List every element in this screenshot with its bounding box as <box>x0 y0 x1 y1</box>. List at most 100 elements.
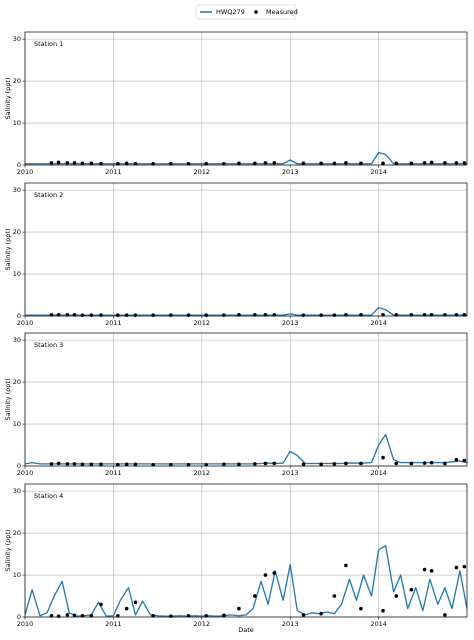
y-tick-label: 30 <box>13 487 21 495</box>
x-tick-label: 2013 <box>282 319 299 327</box>
measured-point <box>204 613 209 618</box>
model-line <box>25 433 467 465</box>
measured-point <box>133 313 138 317</box>
measured-point <box>151 462 155 467</box>
measured-point <box>237 462 241 467</box>
measured-point <box>56 614 61 618</box>
measured-point <box>359 161 363 166</box>
y-tick-label: 20 <box>13 77 21 85</box>
x-tick-label: 2010 <box>17 620 34 628</box>
measured-point <box>151 613 155 618</box>
measured-point <box>89 462 94 467</box>
measured-point <box>332 313 337 317</box>
measured-point <box>65 613 70 617</box>
measured-point <box>263 161 268 165</box>
measured-point <box>186 313 191 317</box>
y-tick-label: 30 <box>13 186 21 194</box>
measured-point <box>151 313 155 317</box>
measured-point <box>169 161 173 166</box>
measured-point <box>65 312 70 317</box>
x-tick-label: 2014 <box>370 620 387 628</box>
measured-point <box>462 312 467 317</box>
measured-point <box>169 462 173 467</box>
measured-point <box>443 161 447 165</box>
measured-point <box>56 312 61 317</box>
measured-point <box>359 461 363 466</box>
measured-point <box>462 458 467 463</box>
measured-point <box>72 312 77 317</box>
y-tick-label: 20 <box>13 228 21 236</box>
measured-point <box>301 462 306 467</box>
legend-label: HWQ279 <box>216 8 245 16</box>
measured-point <box>409 587 414 592</box>
measured-point <box>319 462 323 467</box>
measured-point <box>344 563 348 568</box>
measured-point <box>454 161 459 165</box>
measured-point <box>237 312 241 317</box>
measured-point <box>422 567 427 572</box>
x-tick-label: 2014 <box>370 319 387 327</box>
measured-point <box>204 313 209 317</box>
panel: 0 10 20 30 2010 2011 2012 2013 2014 Salinity (ppt… <box>4 31 468 176</box>
measured-point <box>422 461 427 465</box>
x-tick-label: 2013 <box>282 168 299 176</box>
measured-point <box>124 462 129 467</box>
measured-point <box>116 613 120 618</box>
measured-point <box>65 161 70 165</box>
measured-point <box>56 160 61 165</box>
measured-point <box>151 161 155 166</box>
measured-point <box>56 461 61 466</box>
measured-point <box>253 462 257 466</box>
measured-point <box>72 161 77 165</box>
measured-point <box>124 606 129 611</box>
measured-point <box>253 312 257 317</box>
measured-point <box>116 462 120 467</box>
measured-point <box>394 312 399 317</box>
y-tick-label: 0 <box>17 462 21 470</box>
measured-point <box>394 461 399 466</box>
y-axis-label: Salinity (ppt) <box>4 78 12 120</box>
model-line <box>25 545 467 617</box>
measured-point <box>332 594 337 598</box>
panel: 0 10 20 30 2010 2011 2012 2013 2014 Salinity (ppt… <box>4 483 468 628</box>
panel-title: Station 1 <box>34 40 63 48</box>
measured-point <box>332 161 337 166</box>
measured-point <box>222 462 226 467</box>
panel-title: Station 3 <box>34 341 63 349</box>
measured-point <box>272 461 277 466</box>
measured-point <box>409 312 414 317</box>
measured-point <box>237 161 241 166</box>
x-tick-label: 2014 <box>370 168 387 176</box>
measured-point <box>422 161 427 165</box>
measured-point <box>272 161 277 165</box>
measured-point <box>133 161 138 166</box>
measured-point <box>186 462 191 467</box>
measured-point <box>263 573 268 577</box>
measured-point <box>99 161 103 166</box>
plot-frame <box>24 332 468 467</box>
panel-title: Station 2 <box>34 191 63 199</box>
measured-point <box>72 613 77 618</box>
measured-point <box>429 160 434 165</box>
x-tick-label: 2010 <box>17 319 34 327</box>
plot-frame <box>24 182 468 317</box>
measured-point <box>99 602 103 607</box>
measured-point <box>80 313 85 317</box>
x-axis-label: Date <box>238 626 254 634</box>
y-tick-label: 30 <box>13 35 21 43</box>
measured-point <box>344 161 348 165</box>
measured-point <box>186 613 191 618</box>
measured-point <box>381 312 385 317</box>
x-tick-label: 2011 <box>105 620 122 628</box>
measured-point <box>359 312 363 317</box>
measured-point <box>186 161 191 166</box>
measured-point <box>454 457 459 462</box>
measured-point <box>462 161 467 165</box>
y-axis-label: Salinity (ppt) <box>4 379 12 421</box>
panel: 0 10 20 30 2010 2011 2012 2013 2014 Salinity (ppt… <box>4 332 468 477</box>
measured-point <box>133 462 138 467</box>
measured-point <box>222 313 226 317</box>
x-tick-label: 2013 <box>282 620 299 628</box>
measured-point <box>49 161 54 165</box>
measured-point <box>65 462 70 466</box>
